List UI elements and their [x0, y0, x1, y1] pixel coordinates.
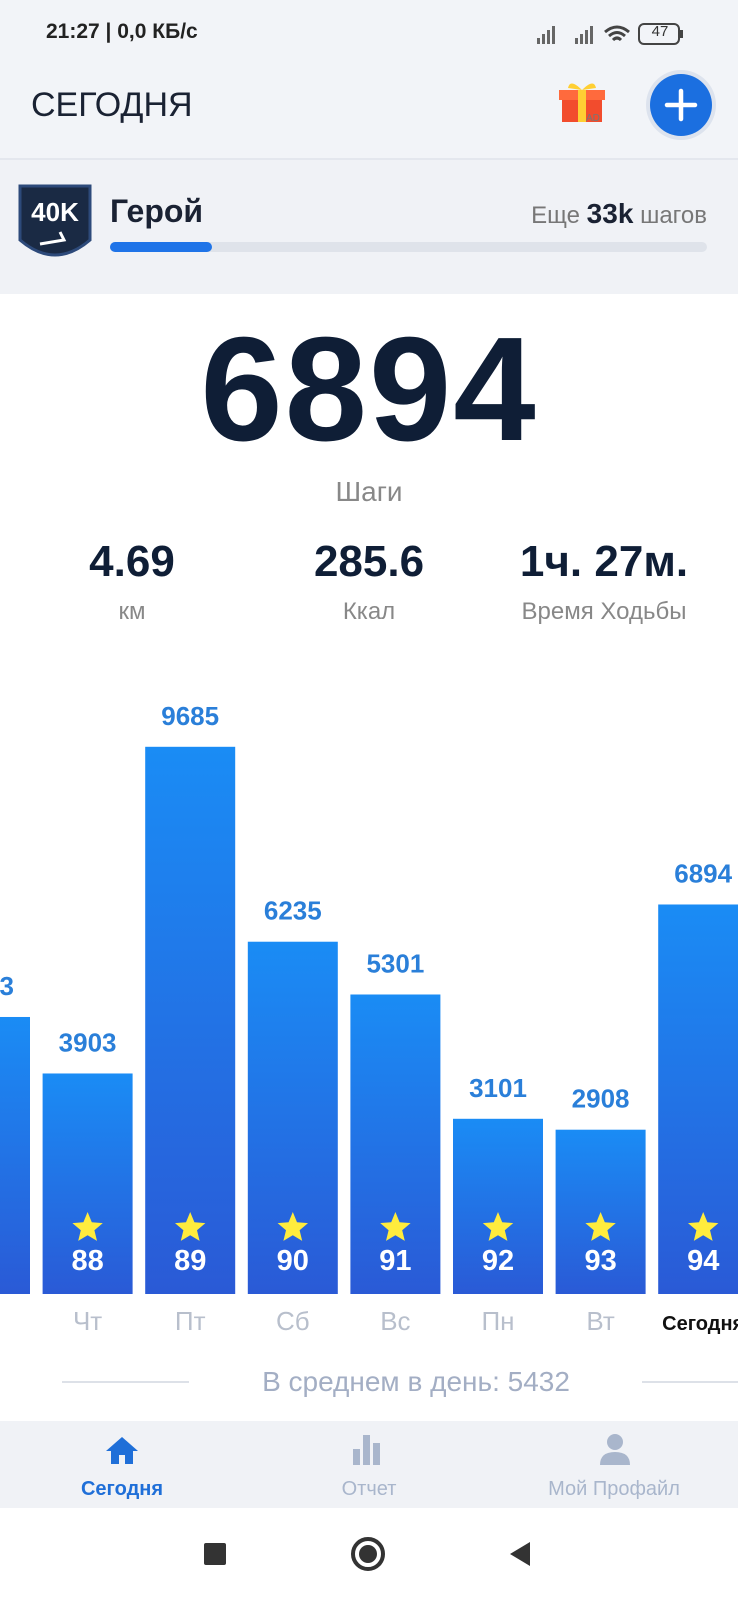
star-icon [482, 1212, 514, 1241]
battery-level: 47 [651, 23, 669, 40]
stat-label: км [118, 598, 146, 625]
x-tick-label: Вс [380, 1306, 410, 1336]
bar-value-label: 2908 [572, 1084, 630, 1114]
goal-progress-fill [110, 242, 212, 252]
stat-label: Ккал [342, 598, 396, 625]
bar-value-label: 6894 [674, 858, 732, 888]
bar [555, 1129, 646, 1294]
bar [247, 941, 338, 1294]
bar-value-label: 9685 [161, 701, 219, 731]
nav-label[interactable]: Отчет [341, 1478, 397, 1500]
bar-badge: 91 [379, 1245, 411, 1277]
system-nav [204, 1537, 530, 1571]
x-tick-label: Сб [276, 1306, 310, 1336]
star-icon [175, 1212, 206, 1241]
bar-badge: 90 [277, 1245, 309, 1277]
bar-badge: 89 [174, 1245, 206, 1277]
stat-value: 1ч. 27м. [519, 537, 689, 586]
goal-name: Герой [110, 193, 204, 229]
x-tick-label: Пн [481, 1306, 514, 1336]
bar [350, 994, 441, 1294]
goal-remaining: Еще 33k шагов [531, 198, 707, 230]
steps-label: Шаги [335, 476, 403, 507]
goal-badge-label: 40K [31, 197, 79, 227]
stat-value: 285.6 [313, 537, 425, 586]
nav-report-icon[interactable] [352, 1433, 386, 1465]
star-icon [688, 1212, 719, 1241]
bar-badge: 87 [0, 1245, 1, 1277]
star-icon [585, 1212, 616, 1241]
bar-value-label: 3101 [469, 1073, 527, 1103]
home-button-dot [359, 1545, 377, 1563]
nav-label[interactable]: Мой Профайл [548, 1478, 680, 1500]
add-button[interactable] [645, 69, 717, 141]
star-icon [380, 1212, 411, 1241]
bar-badge: 88 [71, 1245, 103, 1277]
recent-button[interactable] [204, 1543, 226, 1565]
nav-label[interactable]: Сегодня [80, 1478, 164, 1500]
x-tick-label: Вт [586, 1306, 614, 1336]
stat-label: Время Ходьбы [521, 598, 687, 625]
header-title: СЕГОДНЯ [31, 86, 193, 124]
status-icons [537, 23, 683, 45]
bar-value-label: 6235 [264, 896, 322, 926]
average-rule [62, 1381, 189, 1383]
x-tick-label: Чт [73, 1306, 102, 1336]
average-rule [642, 1381, 738, 1383]
average-label: В среднем в день: 5432 [262, 1366, 570, 1397]
home-button[interactable] [351, 1537, 385, 1571]
status-time: 21:27 | 0,0 КБ/с [46, 20, 198, 43]
x-tick-label: Сегодня [662, 1313, 738, 1335]
star-icon [72, 1212, 103, 1241]
x-tick-label: Пт [175, 1306, 206, 1336]
bar-value-label: 3903 [59, 1027, 117, 1057]
gift-icon[interactable] [558, 78, 608, 128]
goal-suffix: шагов [640, 202, 707, 229]
bar-badge: 94 [687, 1245, 719, 1277]
back-button[interactable] [510, 1542, 530, 1566]
bar-value-label: 5301 [366, 948, 424, 978]
nav-home-icon[interactable] [105, 1435, 139, 1465]
bar [42, 1073, 133, 1294]
goal-panel [0, 158, 738, 294]
bar-badge: 93 [584, 1245, 616, 1277]
goal-remaining-value: 33k [586, 198, 634, 229]
goal-prefix: Еще [531, 202, 580, 229]
star-icon [277, 1212, 308, 1241]
nav-profile-icon[interactable] [598, 1433, 632, 1465]
goal-badge [18, 184, 92, 257]
bar [0, 1016, 30, 1294]
steps-chart: 4903 87 3903 88 Чт 9685 89 Пт 6235 90 Сб 5301 91 Вс 31… [0, 701, 738, 1336]
stat-value: 4.69 [89, 537, 175, 586]
bar-value-label: 4903 [0, 971, 14, 1001]
bar [145, 746, 236, 1294]
ad-label: AD [586, 113, 600, 124]
goal-progress-track [110, 242, 707, 252]
bar-badge: 92 [482, 1245, 514, 1277]
steps-value: 6894 [200, 307, 538, 472]
bar [453, 1118, 543, 1294]
